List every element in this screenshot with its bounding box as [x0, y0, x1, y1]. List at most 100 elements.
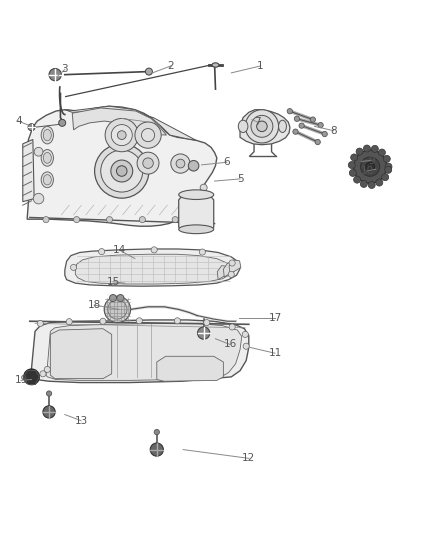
Circle shape [368, 181, 375, 189]
Circle shape [111, 125, 132, 146]
Circle shape [315, 140, 320, 144]
Circle shape [322, 132, 327, 136]
Circle shape [104, 296, 131, 322]
Text: 2: 2 [167, 61, 174, 71]
Circle shape [293, 129, 298, 134]
Circle shape [24, 369, 39, 385]
Text: 6: 6 [223, 157, 230, 167]
Polygon shape [50, 329, 112, 378]
Circle shape [356, 148, 363, 155]
Circle shape [353, 176, 360, 183]
Text: 3: 3 [61, 64, 68, 75]
Circle shape [117, 131, 126, 140]
Circle shape [360, 157, 380, 176]
Circle shape [66, 319, 72, 325]
Circle shape [176, 159, 185, 168]
Circle shape [106, 216, 113, 223]
Polygon shape [223, 263, 235, 277]
Ellipse shape [43, 130, 51, 141]
Circle shape [287, 109, 293, 114]
Ellipse shape [41, 150, 53, 166]
Circle shape [204, 319, 210, 326]
Circle shape [294, 116, 300, 122]
Circle shape [99, 248, 105, 255]
Circle shape [381, 174, 389, 181]
Circle shape [172, 216, 178, 223]
Ellipse shape [41, 172, 53, 188]
Polygon shape [179, 195, 214, 231]
Circle shape [251, 115, 273, 138]
Circle shape [95, 144, 149, 198]
Ellipse shape [179, 190, 214, 199]
Circle shape [46, 391, 52, 396]
Circle shape [257, 121, 267, 132]
Circle shape [243, 343, 249, 349]
Text: 10: 10 [360, 166, 374, 176]
Text: 11: 11 [268, 348, 282, 358]
Text: 13: 13 [74, 416, 88, 426]
Circle shape [378, 149, 385, 156]
Text: 5: 5 [237, 174, 244, 184]
Text: 8: 8 [330, 126, 337, 136]
Circle shape [182, 201, 191, 209]
Circle shape [350, 169, 357, 176]
Circle shape [151, 247, 157, 253]
Circle shape [40, 371, 46, 377]
Polygon shape [72, 108, 166, 135]
Circle shape [117, 295, 124, 302]
Ellipse shape [179, 225, 214, 233]
Ellipse shape [238, 120, 248, 133]
Text: 17: 17 [268, 313, 282, 323]
Circle shape [385, 163, 392, 170]
Ellipse shape [212, 63, 219, 67]
Ellipse shape [279, 120, 286, 133]
Circle shape [145, 68, 152, 75]
Circle shape [299, 123, 304, 128]
Circle shape [154, 430, 159, 435]
Circle shape [44, 366, 50, 373]
Circle shape [188, 160, 199, 171]
Circle shape [135, 122, 161, 148]
Circle shape [33, 193, 44, 204]
Polygon shape [46, 324, 242, 381]
Circle shape [141, 128, 155, 142]
Circle shape [199, 249, 205, 255]
Text: 19: 19 [14, 375, 28, 385]
Text: 7: 7 [254, 117, 261, 127]
Ellipse shape [43, 152, 51, 163]
Circle shape [229, 324, 235, 330]
Circle shape [310, 117, 315, 122]
Circle shape [111, 160, 133, 182]
Circle shape [364, 145, 371, 152]
Text: 16: 16 [223, 340, 237, 350]
Circle shape [101, 150, 143, 192]
Circle shape [351, 154, 358, 161]
Circle shape [366, 162, 374, 171]
Circle shape [43, 216, 49, 223]
Circle shape [37, 320, 43, 327]
Circle shape [229, 260, 235, 266]
Circle shape [43, 406, 55, 418]
Circle shape [100, 318, 106, 324]
Circle shape [108, 300, 127, 319]
Circle shape [228, 271, 234, 278]
Ellipse shape [41, 126, 53, 144]
Polygon shape [240, 110, 290, 145]
Circle shape [150, 443, 163, 456]
Polygon shape [30, 320, 249, 383]
Circle shape [139, 216, 145, 223]
Text: 18: 18 [88, 300, 101, 310]
Circle shape [49, 69, 61, 81]
Circle shape [385, 166, 392, 173]
Polygon shape [65, 249, 240, 286]
Polygon shape [157, 356, 223, 381]
Circle shape [383, 155, 390, 163]
Circle shape [59, 119, 66, 126]
Circle shape [348, 161, 355, 168]
Circle shape [198, 327, 210, 339]
Circle shape [136, 318, 142, 324]
Circle shape [174, 318, 180, 324]
Polygon shape [217, 265, 229, 280]
Circle shape [34, 147, 43, 156]
Circle shape [110, 295, 117, 302]
